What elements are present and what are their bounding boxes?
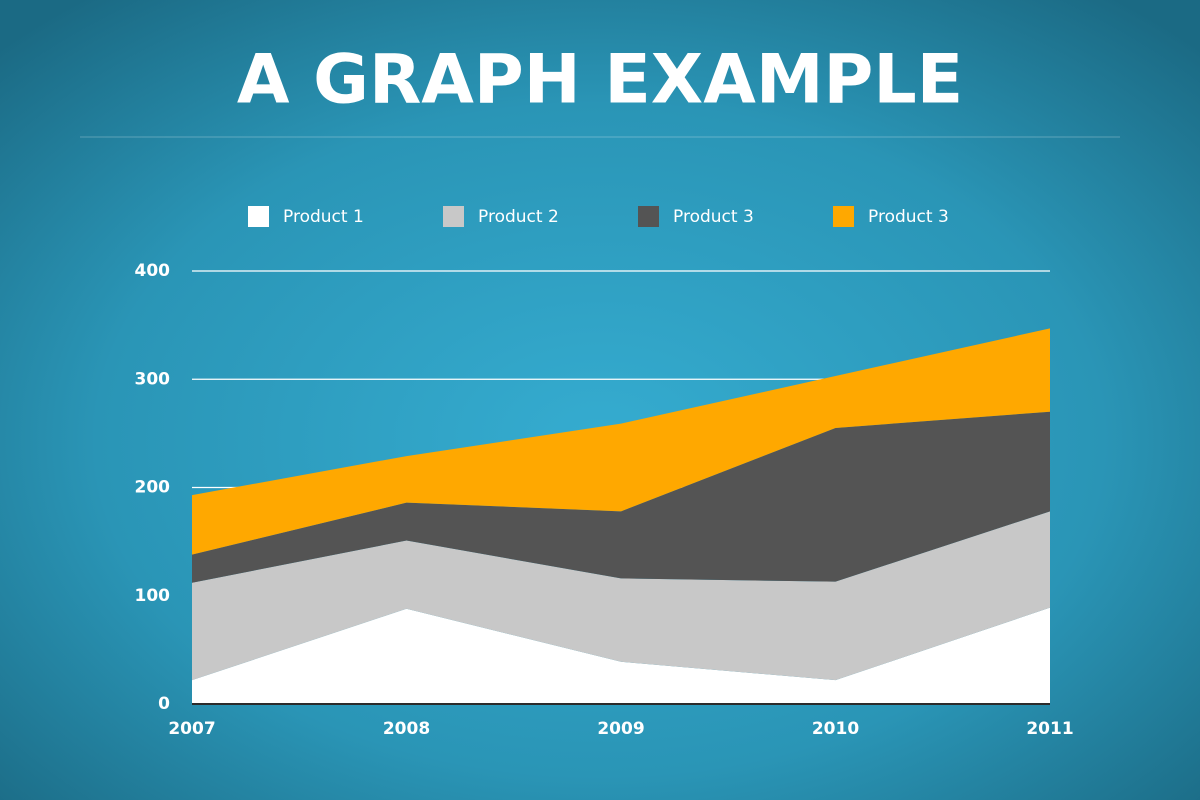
- y-tick-label: 400: [135, 261, 171, 281]
- legend-label: Product 3: [868, 207, 949, 227]
- legend-label: Product 1: [283, 207, 364, 227]
- legend-label: Product 3: [673, 207, 754, 227]
- x-tick-label: 2009: [597, 719, 644, 739]
- x-tick-label: 2011: [1026, 719, 1073, 739]
- y-tick-label: 300: [135, 369, 171, 389]
- legend-swatch: [833, 206, 854, 227]
- legend-swatch: [638, 206, 659, 227]
- area: [192, 328, 1050, 555]
- x-tick-label: 2008: [383, 719, 430, 739]
- legend-swatch: [443, 206, 464, 227]
- y-tick-label: 200: [135, 478, 171, 498]
- area: [192, 411, 1050, 583]
- x-tick-label: 2007: [168, 719, 215, 739]
- legend-swatch: [248, 206, 269, 227]
- chart-title: A GRAPH EXAMPLE: [237, 41, 963, 120]
- area: [192, 511, 1050, 681]
- x-tick-label: 2010: [812, 719, 859, 739]
- legend-label: Product 2: [478, 207, 559, 227]
- y-tick-label: 0: [158, 694, 170, 714]
- y-tick-label: 100: [135, 586, 171, 606]
- area: [192, 607, 1050, 704]
